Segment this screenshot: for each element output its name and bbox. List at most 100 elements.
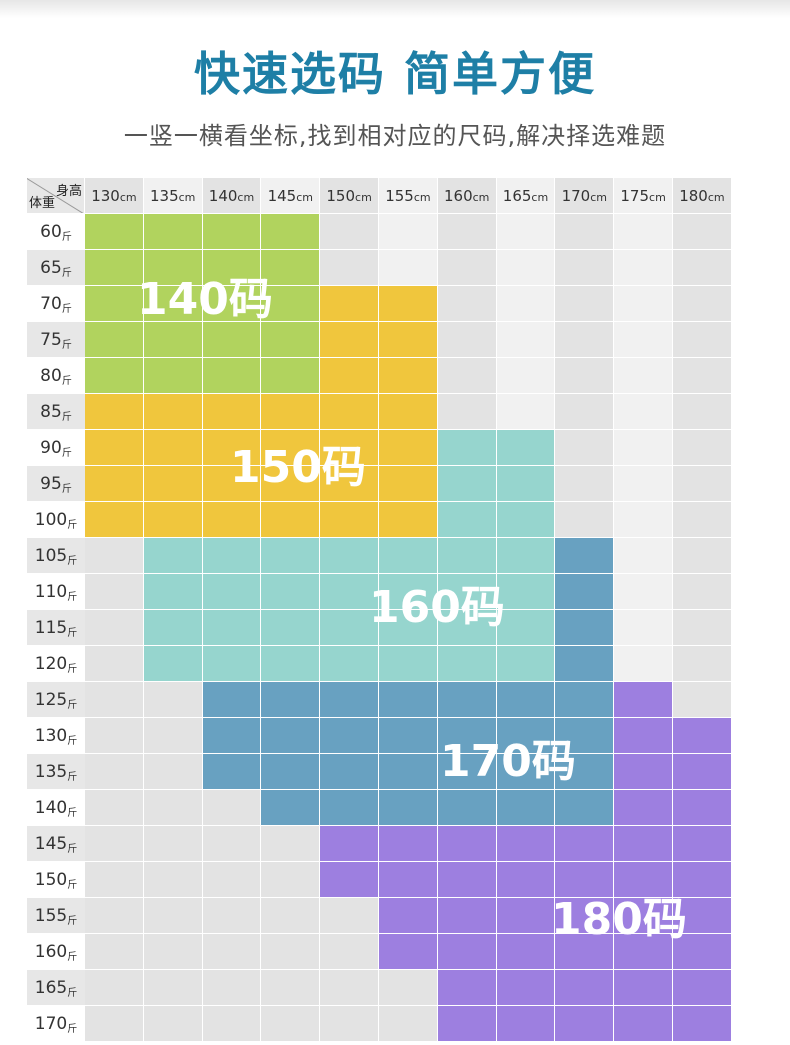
size-cell: [496, 826, 556, 862]
size-cell: [614, 538, 673, 574]
weight-value: 120: [34, 654, 68, 674]
weight-unit: 斤: [61, 484, 72, 495]
size-cell: [673, 322, 732, 358]
top-divider: [0, 0, 790, 18]
size-cell: [555, 394, 615, 430]
size-cell: [673, 754, 732, 790]
weight-value: 165: [34, 978, 68, 998]
weight-header: 90斤: [27, 430, 85, 466]
size-cell: [614, 790, 673, 826]
size-cell: [320, 574, 379, 610]
height-unit: cm: [649, 191, 666, 204]
size-cell: [85, 430, 144, 466]
weight-value: 105: [34, 546, 68, 566]
size-cell: [143, 214, 203, 250]
size-cell: [143, 574, 203, 610]
size-cell: [555, 574, 615, 610]
size-cell: [555, 1006, 615, 1042]
size-cell: [614, 826, 673, 862]
height-value: 170: [561, 187, 591, 205]
size-cell: [496, 430, 556, 466]
size-cell: [555, 754, 615, 790]
weight-value: 75: [40, 330, 62, 350]
size-cell: [437, 934, 497, 970]
corner-height-label: 身高: [55, 184, 82, 199]
size-cell: [85, 250, 144, 286]
size-cell: [555, 502, 615, 538]
size-cell: [437, 574, 497, 610]
size-cell: [261, 682, 321, 718]
size-cell: [379, 754, 438, 790]
weight-value: 160: [34, 942, 68, 962]
size-cell: [614, 322, 673, 358]
size-cell: [496, 538, 556, 574]
size-cell: [379, 826, 438, 862]
size-cell: [555, 718, 615, 754]
size-cell: [202, 538, 262, 574]
size-cell: [320, 826, 379, 862]
height-unit: cm: [296, 191, 313, 204]
weight-unit: 斤: [61, 268, 72, 279]
size-cell: [614, 394, 673, 430]
size-cell: [320, 610, 379, 646]
corner-weight-label: 体重: [29, 196, 56, 211]
size-cell: [437, 250, 497, 286]
size-cell: [320, 250, 379, 286]
size-cell: [673, 826, 732, 862]
weight-value: 140: [34, 798, 68, 818]
size-cell: [673, 934, 732, 970]
height-unit: cm: [178, 191, 196, 204]
size-cell: [614, 250, 673, 286]
weight-unit: 斤: [67, 664, 78, 675]
size-cell: [85, 286, 144, 322]
size-cell: [496, 502, 556, 538]
size-cell: [320, 790, 379, 826]
zone-label-c: 160码: [369, 582, 505, 633]
size-cell: [673, 538, 732, 574]
size-cell: [85, 538, 144, 574]
weight-unit: 斤: [61, 376, 72, 387]
size-cell: [555, 646, 615, 682]
size-cell: [85, 502, 144, 538]
height-unit: cm: [119, 191, 137, 204]
size-cell: [320, 970, 379, 1006]
weight-header: 75斤: [27, 322, 85, 358]
height-value: 175: [620, 187, 650, 205]
size-cell: [143, 430, 203, 466]
size-cell: [261, 214, 321, 250]
height-value: 165: [502, 187, 532, 205]
size-cell: [202, 466, 262, 502]
size-cell: [555, 466, 615, 502]
size-cell: [673, 502, 732, 538]
weight-value: 95: [40, 474, 62, 494]
weight-header: 170斤: [27, 1006, 85, 1042]
size-cell: [673, 646, 732, 682]
size-cell: [673, 250, 732, 286]
size-cell: [320, 466, 379, 502]
size-cell: [261, 394, 321, 430]
weight-header: 160斤: [27, 934, 85, 970]
size-cell: [85, 898, 144, 934]
height-header: 150cm: [320, 178, 379, 214]
size-cell: [202, 394, 262, 430]
weight-unit: 斤: [67, 844, 78, 855]
size-cell: [437, 826, 497, 862]
size-cell: [202, 826, 262, 862]
zone-label-d: 170码: [440, 736, 576, 787]
size-cell: [379, 934, 438, 970]
size-cell: [555, 538, 615, 574]
size-cell: [379, 790, 438, 826]
size-cell: [379, 538, 438, 574]
size-cell: [555, 430, 615, 466]
size-cell: [261, 790, 321, 826]
weight-unit: 斤: [61, 340, 72, 351]
size-cell: [555, 358, 615, 394]
size-cell: [143, 862, 203, 898]
size-cell: [261, 898, 321, 934]
size-cell: [202, 682, 262, 718]
weight-value: 150: [34, 870, 68, 890]
size-cell: [143, 286, 203, 322]
weight-unit: 斤: [67, 628, 78, 639]
size-cell: [320, 1006, 379, 1042]
size-cell: [614, 502, 673, 538]
